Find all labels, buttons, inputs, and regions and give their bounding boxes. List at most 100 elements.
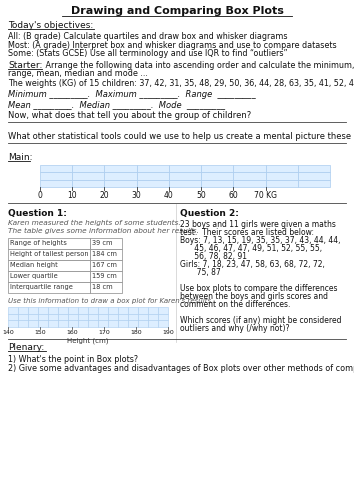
- Bar: [98, 314, 108, 320]
- Bar: [98, 320, 108, 327]
- Bar: [169, 172, 201, 180]
- Text: 75, 87: 75, 87: [180, 268, 221, 277]
- Bar: [201, 172, 233, 180]
- Bar: [90, 238, 122, 249]
- Bar: [68, 320, 78, 327]
- Bar: [90, 282, 122, 293]
- Bar: [90, 271, 122, 282]
- Text: Range of heights: Range of heights: [10, 240, 67, 246]
- Bar: [90, 260, 122, 271]
- Bar: [98, 307, 108, 314]
- Bar: [18, 314, 28, 320]
- Bar: [40, 172, 72, 180]
- Bar: [137, 180, 169, 187]
- Text: 2) Give some advantages and disadvantages of Box plots over other methods of com: 2) Give some advantages and disadvantage…: [8, 364, 354, 373]
- Bar: [68, 307, 78, 314]
- Text: Most: (A grade) Interpret box and whisker diagrams and use to compare datasets: Most: (A grade) Interpret box and whiske…: [8, 40, 337, 50]
- Bar: [58, 314, 68, 320]
- Text: 190: 190: [162, 330, 174, 335]
- Text: 140: 140: [2, 330, 14, 335]
- Text: between the boys and girls scores and: between the boys and girls scores and: [180, 292, 328, 301]
- Bar: [137, 165, 169, 172]
- Bar: [138, 314, 148, 320]
- Bar: [148, 320, 158, 327]
- Bar: [72, 180, 104, 187]
- Bar: [38, 314, 48, 320]
- Bar: [8, 314, 18, 320]
- Bar: [8, 260, 90, 271]
- Text: Use this information to draw a box plot for Karen's results.: Use this information to draw a box plot …: [8, 298, 213, 304]
- Bar: [201, 165, 233, 172]
- Text: range, mean, median and mode ...: range, mean, median and mode ...: [8, 69, 148, 78]
- Text: 39 cm: 39 cm: [92, 240, 113, 246]
- Bar: [68, 314, 78, 320]
- Bar: [48, 307, 58, 314]
- Text: 18 cm: 18 cm: [92, 284, 113, 290]
- Text: All: (B grade) Calculate quartiles and draw box and whisker diagrams: All: (B grade) Calculate quartiles and d…: [8, 32, 287, 41]
- Text: Arrange the following data into ascending order and calculate the minimum, maxim: Arrange the following data into ascendin…: [43, 60, 354, 70]
- Text: 0: 0: [38, 191, 42, 200]
- Text: Lower quartile: Lower quartile: [10, 273, 58, 279]
- Bar: [169, 180, 201, 187]
- Text: 70 KG: 70 KG: [254, 191, 277, 200]
- Bar: [266, 165, 298, 172]
- Text: Boys: 7, 13, 15, 19, 35, 35, 37, 43, 44, 44,: Boys: 7, 13, 15, 19, 35, 35, 37, 43, 44,…: [180, 236, 341, 245]
- Bar: [28, 320, 38, 327]
- Bar: [38, 320, 48, 327]
- Text: Minimum _________.  Maximum _________.  Range  _________: Minimum _________. Maximum _________. Ra…: [8, 90, 256, 99]
- Bar: [158, 314, 168, 320]
- Bar: [118, 320, 128, 327]
- Bar: [18, 307, 28, 314]
- Text: 1) What's the point in Box plots?: 1) What's the point in Box plots?: [8, 355, 138, 364]
- Bar: [128, 314, 138, 320]
- Text: test.  Their scores are listed below:: test. Their scores are listed below:: [180, 228, 314, 237]
- Bar: [8, 271, 90, 282]
- Bar: [137, 172, 169, 180]
- Bar: [8, 320, 18, 327]
- Text: 23 boys and 11 girls were given a maths: 23 boys and 11 girls were given a maths: [180, 220, 336, 229]
- Bar: [298, 165, 330, 172]
- Bar: [48, 320, 58, 327]
- Bar: [78, 314, 88, 320]
- Text: Today's objectives:: Today's objectives:: [8, 21, 93, 30]
- Bar: [128, 320, 138, 327]
- Text: 40: 40: [164, 191, 174, 200]
- Text: 56, 78, 82, 91: 56, 78, 82, 91: [180, 252, 247, 261]
- Text: The weights (KG) of 15 children: 37, 42, 31, 35, 48, 29, 50, 36, 44, 28, 63, 35,: The weights (KG) of 15 children: 37, 42,…: [8, 79, 354, 88]
- Text: 30: 30: [132, 191, 142, 200]
- Text: 160: 160: [66, 330, 78, 335]
- Bar: [158, 307, 168, 314]
- Bar: [138, 307, 148, 314]
- Bar: [72, 172, 104, 180]
- Text: 50: 50: [196, 191, 206, 200]
- Bar: [158, 320, 168, 327]
- Text: Starter:: Starter:: [8, 60, 42, 70]
- Bar: [233, 165, 266, 172]
- Text: Karen measured the heights of some students.: Karen measured the heights of some stude…: [8, 220, 181, 226]
- Text: What other statistical tools could we use to help us create a mental picture the: What other statistical tools could we us…: [8, 132, 354, 141]
- Bar: [298, 172, 330, 180]
- Bar: [8, 249, 90, 260]
- Bar: [88, 307, 98, 314]
- Text: 170: 170: [98, 330, 110, 335]
- Text: Use box plots to compare the differences: Use box plots to compare the differences: [180, 284, 337, 293]
- Bar: [18, 320, 28, 327]
- Text: Girls: 7, 18, 23, 47, 58, 63, 68, 72, 72,: Girls: 7, 18, 23, 47, 58, 63, 68, 72, 72…: [180, 260, 325, 269]
- Bar: [148, 314, 158, 320]
- Bar: [88, 320, 98, 327]
- Bar: [233, 172, 266, 180]
- Bar: [138, 320, 148, 327]
- Bar: [48, 314, 58, 320]
- Bar: [8, 238, 90, 249]
- Text: 159 cm: 159 cm: [92, 273, 117, 279]
- Text: Height of tallest person: Height of tallest person: [10, 251, 89, 257]
- Bar: [104, 165, 137, 172]
- Bar: [28, 314, 38, 320]
- Bar: [8, 307, 18, 314]
- Text: Main:: Main:: [8, 153, 33, 162]
- Bar: [58, 320, 68, 327]
- Bar: [104, 172, 137, 180]
- Bar: [233, 180, 266, 187]
- Text: Interquartile range: Interquartile range: [10, 284, 73, 290]
- Text: comment on the differences.: comment on the differences.: [180, 300, 290, 309]
